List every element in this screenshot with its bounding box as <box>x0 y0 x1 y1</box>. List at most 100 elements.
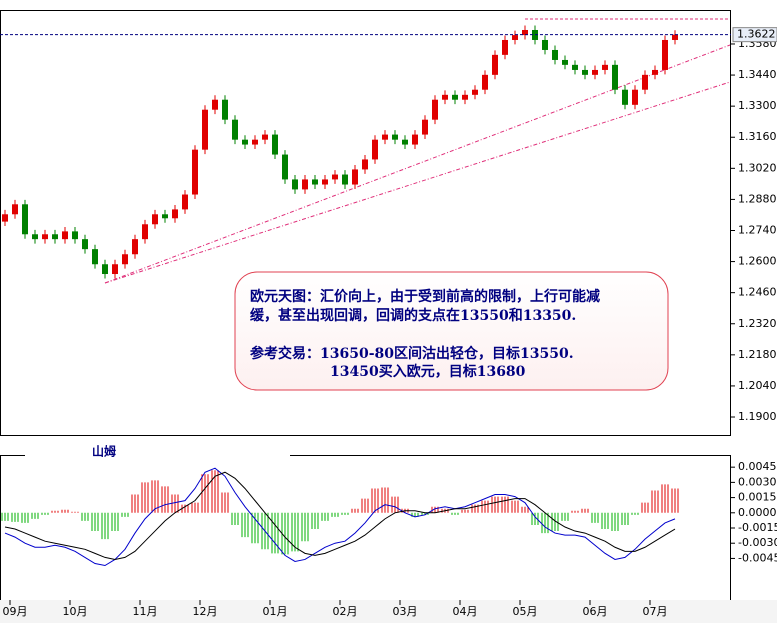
last-price-box <box>732 27 777 43</box>
trend-line <box>104 44 731 284</box>
candle-body <box>402 139 408 145</box>
candle-body <box>392 134 398 140</box>
candle-body <box>282 154 288 180</box>
candle-body <box>642 74 648 90</box>
indicator-title: 山姆 <box>92 444 116 459</box>
candle-body <box>412 134 418 145</box>
x-tick-label: 04月 <box>453 605 478 618</box>
candle-body <box>342 174 348 185</box>
candle-body <box>242 139 248 145</box>
y-tick-label: -0.0015 <box>738 521 777 534</box>
candle-body <box>72 231 78 240</box>
candle-body <box>562 59 568 65</box>
candle-body <box>612 64 618 90</box>
candle-body <box>22 204 28 235</box>
candle-body <box>202 109 208 150</box>
y-tick-label: 1.2880 <box>738 192 777 205</box>
y-tick-label: 1.2180 <box>738 348 777 361</box>
candle-body <box>512 35 518 40</box>
candle-body <box>12 204 18 215</box>
y-tick-label: 1.3300 <box>738 99 777 112</box>
candle-body <box>492 54 498 75</box>
y-tick-label: -0.0030 <box>738 536 777 549</box>
candle-body <box>422 119 428 135</box>
candle-body <box>132 239 138 255</box>
candle-body <box>272 134 278 155</box>
candle-body <box>182 194 188 210</box>
candle-body <box>222 99 228 120</box>
candle-body <box>602 64 608 70</box>
candle-body <box>552 49 558 60</box>
annotation-line: 13450买入欧元，目标13680 <box>330 363 526 380</box>
candle-body <box>522 29 528 36</box>
candle-body <box>592 69 598 75</box>
candle-body <box>142 224 148 240</box>
trend-line <box>104 81 731 284</box>
candle-body <box>622 89 628 105</box>
candle-body <box>432 99 438 120</box>
y-tick-label: 1.1900 <box>738 410 777 423</box>
indicator-panel <box>0 455 731 601</box>
indicator-title-box <box>25 442 290 460</box>
y-tick-label: 1.2600 <box>738 255 777 268</box>
candle-body <box>312 179 318 185</box>
x-tick-label: 03月 <box>393 605 418 618</box>
candle-body <box>232 119 238 140</box>
y-tick-label: 1.2740 <box>738 223 777 236</box>
y-tick-label: 0.0015 <box>738 491 777 504</box>
candle-body <box>482 74 488 90</box>
annotation-box <box>234 271 669 391</box>
candle-body <box>112 264 118 275</box>
candle-body <box>382 134 388 140</box>
candle-body <box>502 39 508 55</box>
y-tick-label: 1.3020 <box>738 161 777 174</box>
y-tick-label: 1.2460 <box>738 286 777 299</box>
candle-body <box>2 214 8 222</box>
candle-body <box>352 169 358 185</box>
annotation-line: 欧元天图：汇价向上，由于受到前高的限制，上行可能减 <box>250 288 600 305</box>
candle-body <box>662 39 668 70</box>
candle-body <box>362 159 368 170</box>
candle-body <box>252 139 258 145</box>
candle-body <box>472 89 478 95</box>
candle-body <box>582 69 588 75</box>
candle-body <box>262 134 268 140</box>
candle-body <box>672 34 678 40</box>
x-tick-label: 12月 <box>193 605 218 618</box>
candle-body <box>462 94 468 100</box>
x-tick-label: 09月 <box>3 605 28 618</box>
x-tick-label: 07月 <box>643 605 668 618</box>
candle-body <box>82 239 88 250</box>
candle-body <box>572 64 578 70</box>
x-tick-label: 02月 <box>333 605 358 618</box>
candle-body <box>632 89 638 105</box>
signal-line <box>4 471 676 560</box>
candle-body <box>192 149 198 195</box>
y-tick-label: 1.3160 <box>738 130 777 143</box>
candle-body <box>212 99 218 110</box>
x-tick-label: 01月 <box>263 605 288 618</box>
candle-body <box>172 209 178 219</box>
candle-body <box>152 214 158 225</box>
candle-body <box>122 254 128 265</box>
x-tick-label: 05月 <box>513 605 538 618</box>
y-tick-label: 1.3440 <box>738 68 777 81</box>
candle-body <box>302 179 308 190</box>
candle-body <box>542 39 548 50</box>
candle-body <box>52 234 58 240</box>
y-tick-label: 0.0000 <box>738 506 777 519</box>
annotation-line: 参考交易：13650-80区间沽出轻仓，目标13550. <box>250 345 574 362</box>
time-axis-strip <box>0 600 777 623</box>
x-tick-label: 11月 <box>133 605 158 618</box>
candle-body <box>332 174 338 180</box>
candle-body <box>292 179 298 190</box>
candle-body <box>32 234 38 240</box>
y-tick-label: 1.2040 <box>738 379 777 392</box>
last-price-label: 1.3622 <box>737 28 776 41</box>
y-tick-label: 0.0030 <box>738 475 777 488</box>
candle-body <box>162 214 168 219</box>
macd-line <box>4 467 676 567</box>
x-tick-label: 10月 <box>63 605 88 618</box>
